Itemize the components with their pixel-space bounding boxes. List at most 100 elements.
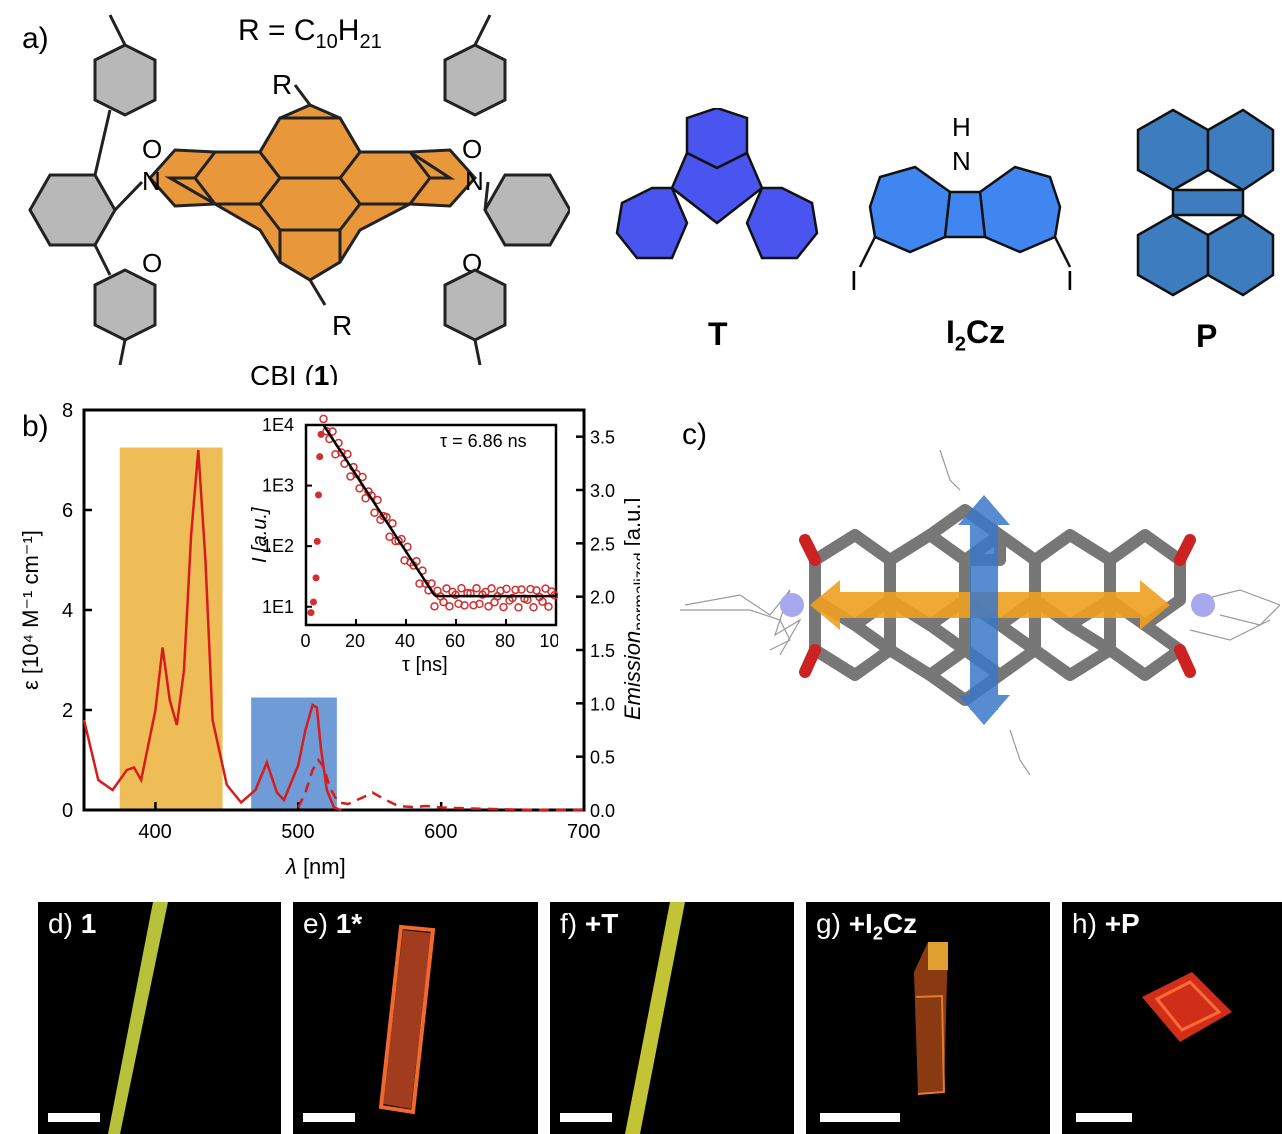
y-left-tick-label: 0 [62,800,73,822]
y-right-tick-label: 2.0 [590,588,615,608]
compound-i2cz-label: I2Cz [946,314,1006,356]
inset-point [460,601,469,610]
inset-point [514,603,523,612]
compound-t-label: T [708,316,728,352]
panel-e-label: e) 1* [303,908,363,939]
micrograph-e: e) 1* [293,902,538,1134]
atom-o-bl: O [142,248,162,278]
y-right-tick-label: 0.0 [590,801,615,821]
atom-o-tr: O [462,134,482,164]
aryl-right [443,43,570,342]
atom-r-bottom: R [332,310,352,341]
inset-point [358,472,367,482]
imide-left [147,148,221,208]
lifetime-inset-chart: 0 20 40 60 80 100 1E1 1E2 1E3 1E4 τ = 6.86 ns I [… [249,414,559,676]
svg-text:N: N [952,146,971,176]
atom-o-tl: O [142,134,162,164]
imide-right [405,148,478,208]
inset-point [487,584,496,593]
compound-p-label: P [1196,318,1218,354]
inset-point [370,508,379,517]
inset-point [310,598,317,606]
series-dashed [297,757,584,812]
inset-point [499,602,508,612]
inset-point [511,585,520,595]
inset-point [532,586,541,595]
scale-bar-d [48,1113,100,1122]
inset-point [502,584,511,594]
inset-x-tick-label: 20 [345,631,365,651]
inset-point [373,495,382,505]
inset-x-tick-label: 0 [301,631,311,651]
perylene-core [167,103,453,282]
inset-point [343,449,352,459]
y-left-tick-label: 2 [62,700,73,722]
panel-a-label: a) [22,22,49,55]
inset-point [484,602,493,611]
y-right-tick-label: 1.5 [590,641,615,661]
inset-y-tick-label: 1E2 [262,536,294,556]
cbi-structure: R = C10H21 N N O O O O R R CBI (1) [28,14,570,385]
inset-y-tick-label: 1E1 [262,597,294,617]
svg-text:I: I [850,265,858,296]
inset-point [430,602,439,611]
svg-text:I: I [1066,265,1074,296]
inset-point [451,590,460,600]
panel-g-label: g) +I2Cz [816,908,918,944]
inset-point [315,491,322,499]
inset-y-tick-label: 1E3 [262,476,294,496]
panel-c-label: c) [682,418,707,451]
inset-point [307,609,315,617]
micrograph-d: d) 1 [38,902,281,1134]
y-right-tick-label: 1.0 [590,694,615,714]
scale-bar-g [820,1113,900,1122]
inset-point [457,583,466,593]
inset-point [415,579,424,588]
panel-d-label: d) 1 [48,908,97,939]
inset-point [529,603,538,612]
y-right-tick-label: 3.5 [590,428,615,448]
inset-point [538,597,547,606]
inset-point [469,600,478,610]
inset-y-label: I [a.u.] [249,507,271,563]
inset-x-label: τ [ns] [402,654,448,676]
y-left-tick-label: 4 [62,600,73,622]
inset-x-tick-label: 100 [540,631,559,651]
inset-point [526,584,535,594]
inset-x-tick-label: 40 [395,631,415,651]
r-definition: R = C10H21 [238,14,382,53]
x-tick-label: 400 [138,821,171,843]
inset-y-tick-label: 1E4 [262,415,294,435]
diiodocarbazole-structure: H N I I [850,112,1074,296]
inset-x-tick-label: 60 [445,631,465,651]
panel-f-label: f) +T [560,908,619,939]
y-right-tick-label: 0.5 [590,748,615,768]
micrograph-h: h) +P [1062,902,1282,1134]
y-axis-right-label: Emissionnormalized [a.u.] [620,497,640,720]
panel-h-label: h) +P [1072,908,1140,939]
atom-r-top: R [272,69,292,100]
aryl-left [28,43,157,342]
inset-point [439,597,448,607]
y-left-tick-label: 6 [62,500,73,522]
short-axis-arrow [958,495,1010,725]
inset-point [445,602,454,611]
inset-point [517,585,526,594]
inset-point [316,453,324,461]
cbi-caption: CBI (1) [250,360,339,385]
crystal-structure [680,449,1280,776]
atom-n-right: N [465,166,484,196]
inset-point [385,532,394,542]
highlight-band-1 [251,697,337,810]
y-right-tick-label: 3.0 [590,481,615,501]
micrograph-f: f) +T [550,902,794,1134]
y-axis-left-label: ε [10⁴ M⁻¹ cm⁻¹] [18,530,43,690]
x-axis-label: λ [nm] [285,854,346,879]
inset-point [472,583,481,593]
inset-point [355,484,364,493]
scale-bar-h [1076,1113,1132,1122]
inset-point [312,574,320,582]
highlight-band-0 [119,447,223,810]
y-left-tick-label: 8 [62,400,73,422]
